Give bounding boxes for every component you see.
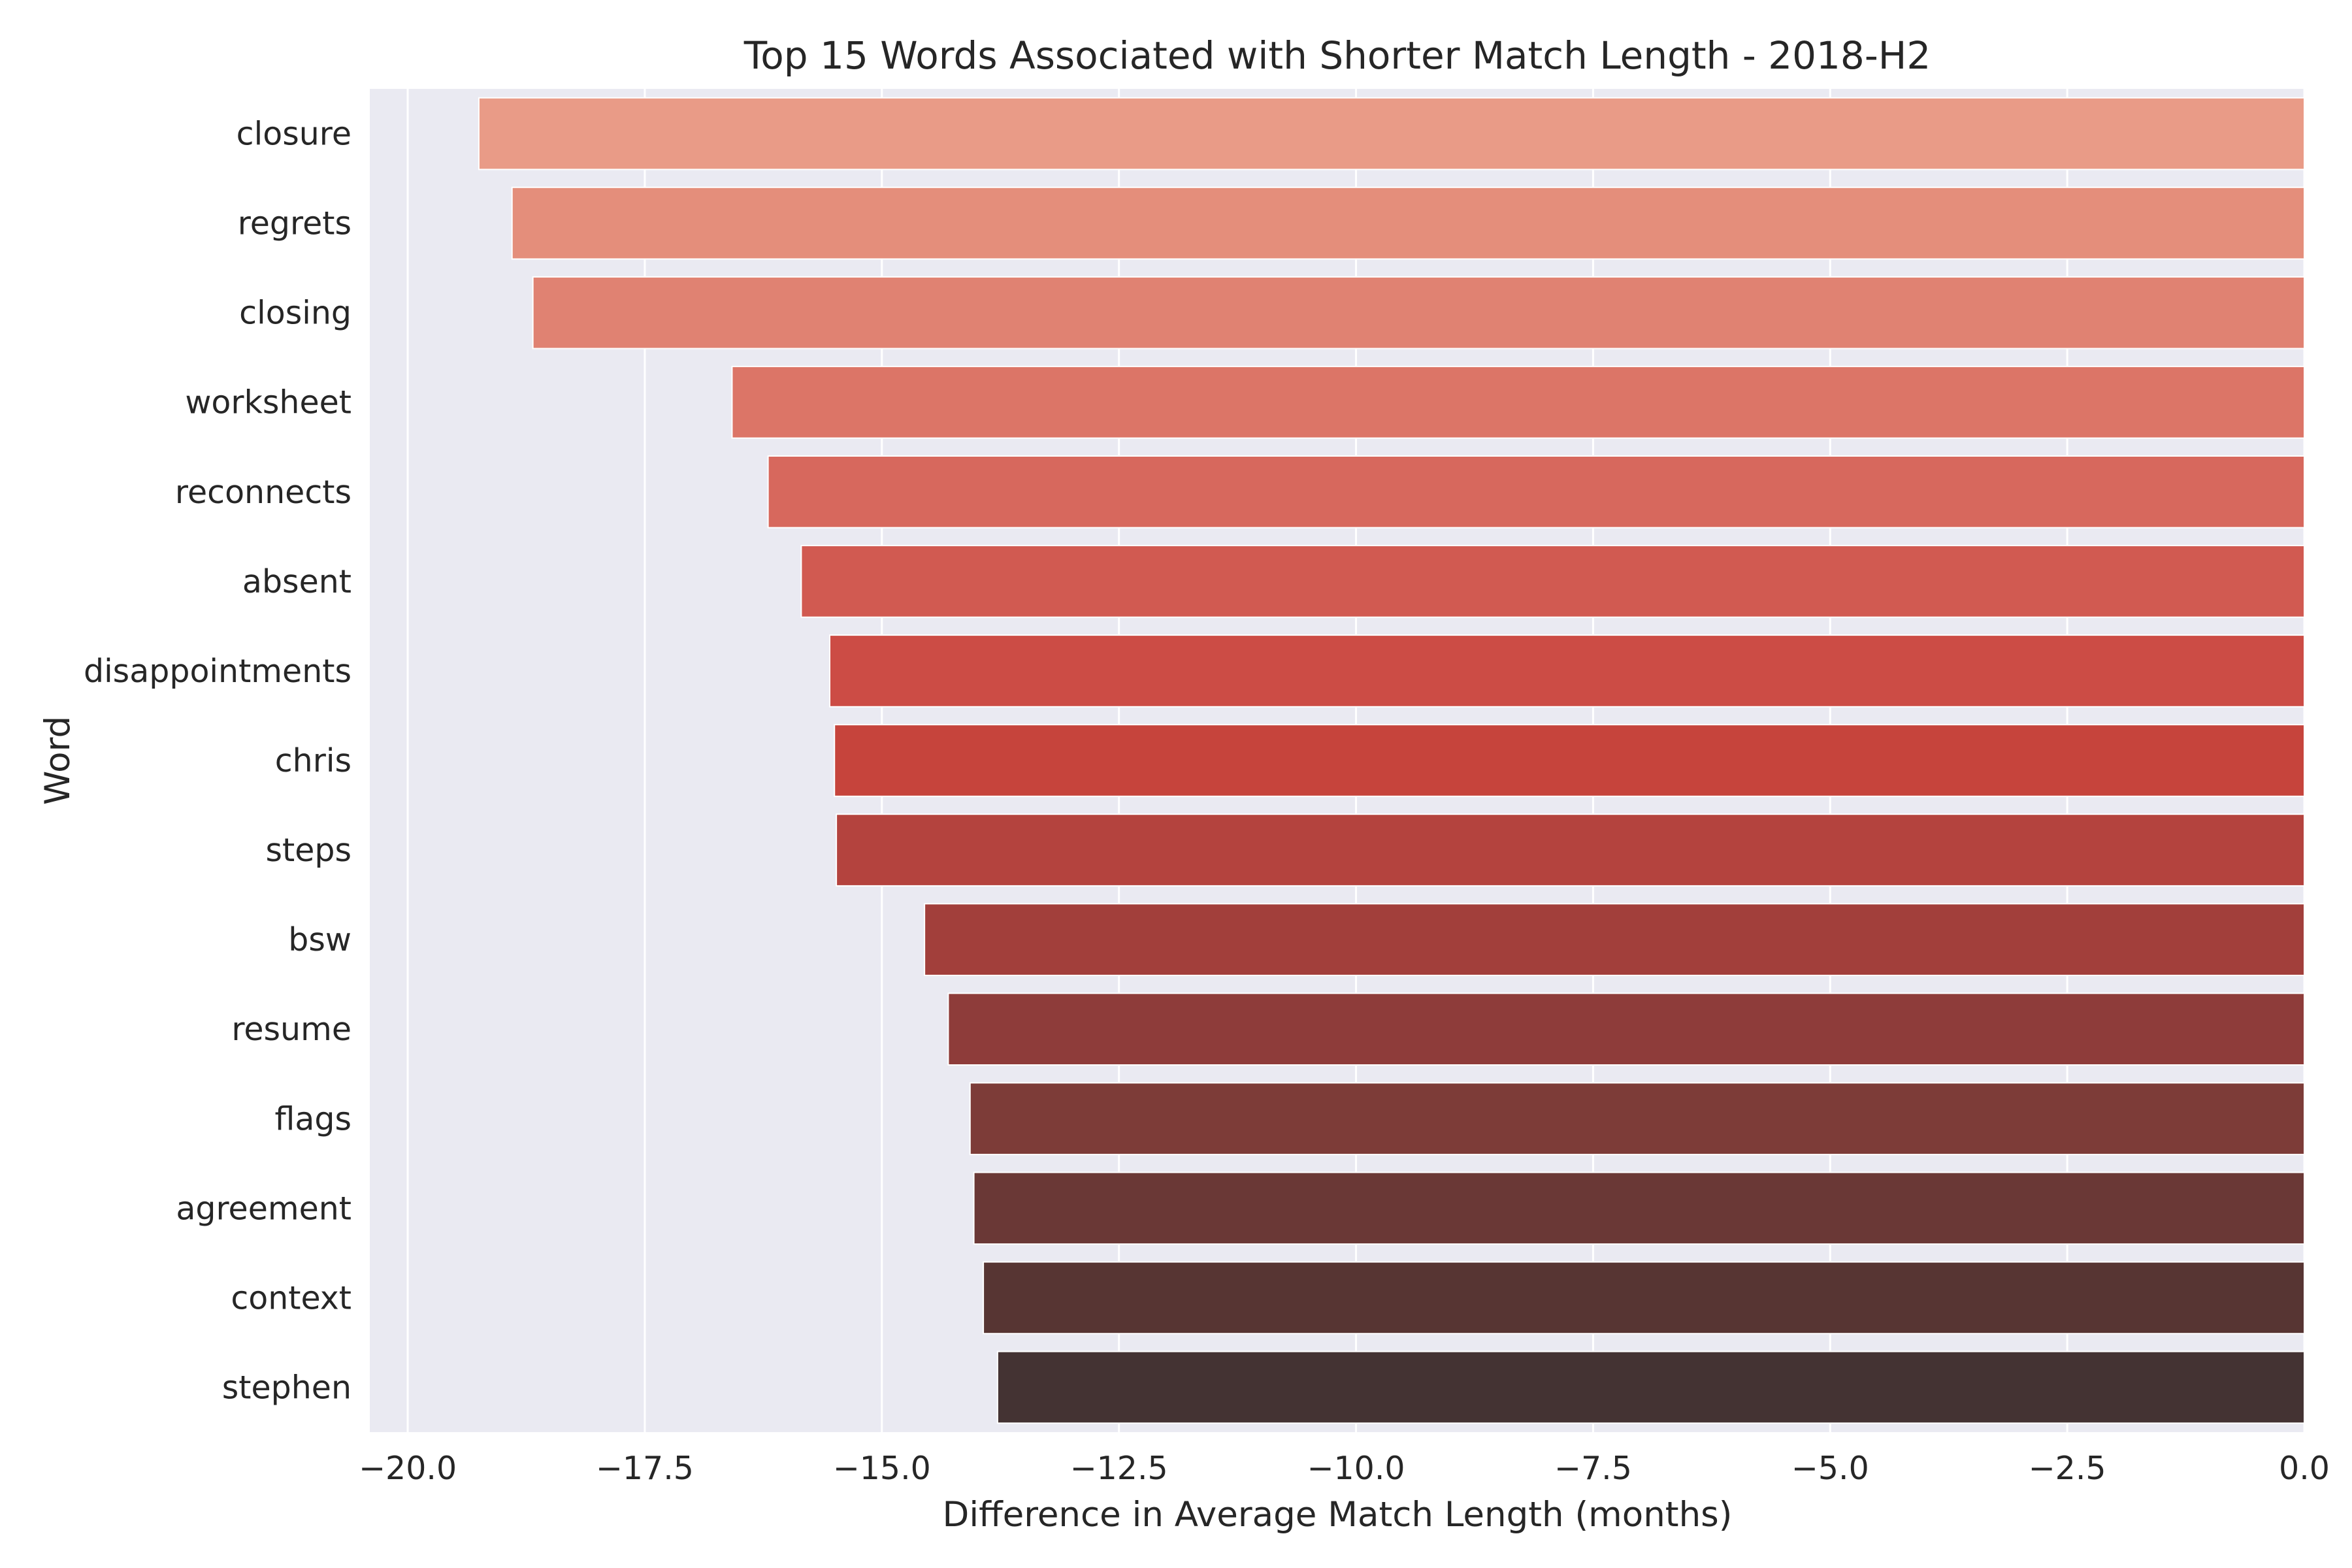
y-tick-label: agreement — [176, 1190, 351, 1227]
y-tick-label: worksheet — [185, 384, 351, 421]
y-tick-label: flags — [274, 1100, 351, 1137]
y-tick-label: context — [231, 1279, 351, 1316]
x-tick-label: −5.0 — [1791, 1450, 1869, 1487]
bar-absent — [800, 545, 2305, 618]
x-tick-label: −2.5 — [2029, 1450, 2106, 1487]
y-tick-label: absent — [242, 563, 351, 600]
y-tick-label: closing — [239, 295, 351, 332]
bar-chris — [834, 724, 2305, 797]
x-axis-label: Difference in Average Match Length (mont… — [943, 1495, 1733, 1535]
y-tick-label: chris — [275, 742, 351, 779]
x-tick-labels: −20.0 −17.5 −15.0 −12.5 −10.0 −7.5 −5.0 −2.5 0.0 — [359, 1450, 2330, 1487]
bar-closing — [532, 276, 2306, 350]
y-tick-label: bsw — [288, 921, 351, 958]
y-tick-label: steps — [265, 832, 351, 869]
y-tick-label: stephen — [222, 1369, 351, 1406]
chart-title: Top 15 Words Associated with Shorter Mat… — [743, 33, 1931, 78]
bar-disappointments — [828, 634, 2306, 708]
x-tick-label: −10.0 — [1307, 1450, 1405, 1487]
bar-resume — [947, 992, 2306, 1066]
bar-reconnects — [767, 455, 2305, 529]
bar-bsw — [924, 903, 2305, 976]
bar-flags — [969, 1082, 2305, 1156]
y-tick-label: resume — [231, 1011, 351, 1048]
y-tick-labels: closure regrets closing worksheet reconnects… — [84, 116, 351, 1407]
x-tick-label: −17.5 — [596, 1450, 694, 1487]
x-tick-label: −20.0 — [359, 1450, 457, 1487]
bar-steps — [836, 813, 2305, 887]
x-tick-label: −15.0 — [833, 1450, 931, 1487]
bar-closure — [478, 97, 2305, 171]
y-tick-label: disappointments — [84, 653, 351, 690]
y-tick-label: reconnects — [175, 474, 351, 511]
y-tick-label: regrets — [238, 205, 351, 242]
bar-agreement — [973, 1171, 2305, 1245]
bars — [478, 97, 2306, 1424]
bar-worksheet — [731, 365, 2306, 439]
y-tick-label: closure — [237, 116, 351, 153]
bar-context — [983, 1261, 2305, 1335]
x-tick-label: −12.5 — [1070, 1450, 1168, 1487]
bar-regrets — [511, 186, 2305, 260]
y-axis-label: Word — [38, 716, 78, 805]
x-tick-label: 0.0 — [2279, 1450, 2330, 1487]
bar-stephen — [996, 1350, 2305, 1424]
x-tick-label: −7.5 — [1554, 1450, 1632, 1487]
